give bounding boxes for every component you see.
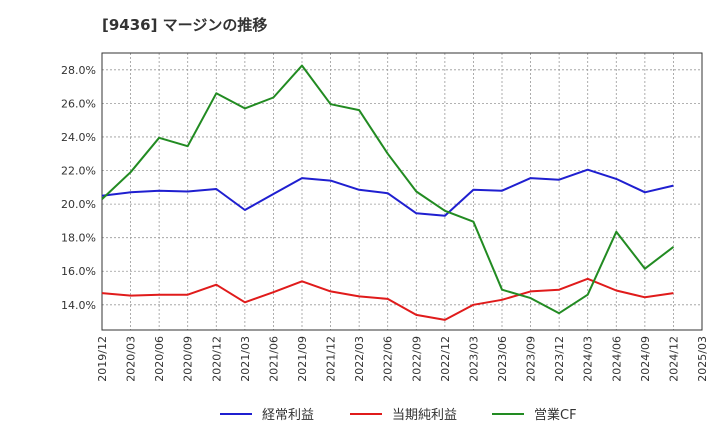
y-axis-ticks: 14.0% 16.0% 18.0% 20.0% 22.0% 24.0% 26.0% 28.0% [61,64,96,312]
y-tick-label: 24.0% [61,131,96,144]
legend-label: 経常利益 [262,408,314,423]
x-tick-label: 2020/09 [182,336,195,382]
x-tick-label: 2022/09 [410,336,423,382]
x-axis-ticks: 2019/12 2020/03 2020/06 2020/09 2020/12 2021/… [96,336,709,382]
x-tick-label: 2024/06 [610,336,623,382]
x-tick-label: 2024/12 [667,336,680,382]
x-tick-label: 2020/03 [125,336,138,382]
y-tick-label: 20.0% [61,198,96,211]
x-tick-label: 2025/03 [696,336,709,382]
y-tick-label: 28.0% [61,64,96,77]
chart-title: [9436] マージンの推移 [102,16,268,34]
x-tick-label: 2021/03 [239,336,252,382]
x-tick-label: 2023/06 [496,336,509,382]
grid-lines [102,53,702,330]
y-tick-label: 26.0% [61,97,96,110]
y-tick-label: 14.0% [61,299,96,312]
x-tick-label: 2019/12 [96,336,109,382]
legend-label: 営業CF [534,407,577,423]
x-tick-label: 2021/09 [296,336,309,382]
y-tick-label: 22.0% [61,165,96,178]
plot-frame [101,52,703,331]
x-tick-label: 2024/03 [582,336,595,382]
x-tick-label: 2020/12 [210,336,223,382]
x-tick-label: 2023/03 [467,336,480,382]
legend-label: 当期純利益 [392,408,457,423]
x-tick-label: 2024/09 [639,336,652,382]
x-tick-label: 2021/06 [267,336,280,382]
x-tick-label: 2020/06 [153,336,166,382]
x-tick-label: 2023/12 [553,336,566,382]
x-tick-label: 2022/03 [353,336,366,382]
x-tick-label: 2023/09 [525,336,538,382]
y-tick-label: 16.0% [61,265,96,278]
x-tick-label: 2022/06 [382,336,395,382]
y-tick-label: 18.0% [61,232,96,245]
series-line [101,168,674,217]
series-lines [101,64,675,321]
x-tick-label: 2021/12 [325,336,338,382]
legend: 経常利益 当期純利益 営業CF [220,407,577,423]
series-line [101,277,674,321]
x-tick-label: 2022/12 [439,336,452,382]
series-line [101,64,675,315]
